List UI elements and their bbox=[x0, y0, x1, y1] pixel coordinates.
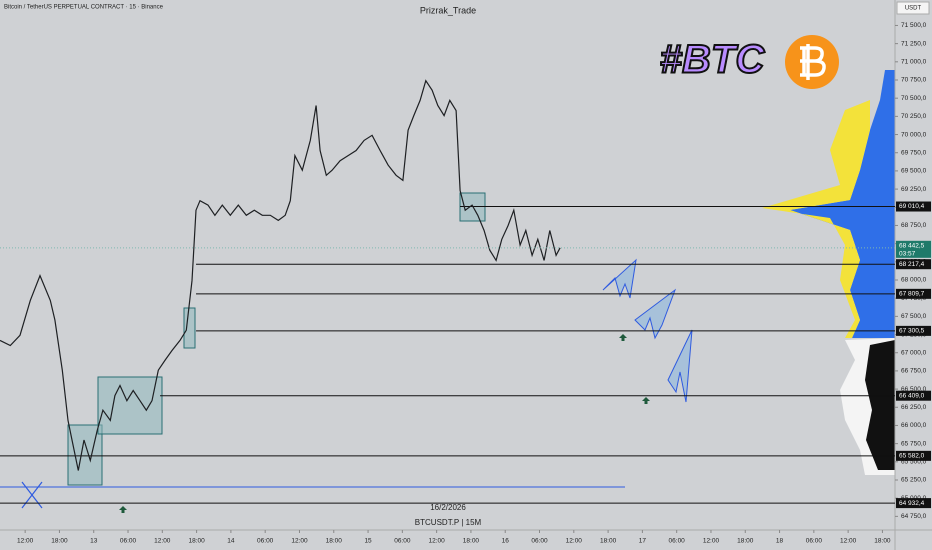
x-tick-label: 06:00 bbox=[669, 538, 686, 545]
level-label-box bbox=[896, 259, 931, 270]
y-tick-label: 71 000,0 bbox=[901, 59, 927, 66]
x-tick-label: 12:00 bbox=[566, 538, 583, 545]
cross-mark bbox=[21, 481, 43, 509]
level-label: 64 932,4 bbox=[899, 500, 925, 507]
x-tick-label: 18 bbox=[776, 538, 784, 545]
x-tick-label: 06:00 bbox=[394, 538, 411, 545]
y-tick-label: 71 500,0 bbox=[901, 22, 927, 29]
x-tick-label: 18:00 bbox=[874, 538, 891, 545]
last-price-label: 68 442,5 bbox=[899, 243, 925, 250]
y-tick-label: 70 250,0 bbox=[901, 113, 927, 120]
level-label: 67 809,7 bbox=[899, 291, 925, 298]
x-tick-label: 14 bbox=[227, 538, 235, 545]
volume-profile-yellow bbox=[762, 100, 870, 338]
y-tick-label: 70 000,0 bbox=[901, 131, 927, 138]
x-tick-label: 12:00 bbox=[154, 538, 171, 545]
x-tick-label: 06:00 bbox=[531, 538, 548, 545]
x-tick-label: 12:00 bbox=[840, 538, 857, 545]
x-tick-label: 17 bbox=[639, 538, 647, 545]
y-tick-label: 70 750,0 bbox=[901, 77, 927, 84]
bitcoin-symbol bbox=[800, 44, 826, 80]
y-tick-label: 66 750,0 bbox=[901, 368, 927, 375]
unit-box bbox=[896, 1, 930, 15]
unit-label: USDT bbox=[905, 6, 922, 12]
x-tick-label: 12:00 bbox=[17, 538, 34, 545]
y-tick-label: 65 500,0 bbox=[901, 459, 927, 466]
projection bbox=[602, 258, 637, 299]
y-tick-label: 68 000,0 bbox=[901, 277, 927, 284]
y-tick-label: 65 750,0 bbox=[901, 440, 927, 447]
volume-profile-blue bbox=[790, 70, 895, 338]
y-tick-label: 68 750,0 bbox=[901, 222, 927, 229]
level-label: 65 582,0 bbox=[899, 453, 925, 460]
chart-title: Prizrak_Trade bbox=[420, 5, 476, 15]
symbol-label: BTCUSDT.P | 15M bbox=[415, 518, 482, 527]
y-tick-label: 67 500,0 bbox=[901, 313, 927, 320]
x-tick-label: 13 bbox=[90, 538, 98, 545]
level-label: 67 300,5 bbox=[899, 328, 925, 335]
x-tick-label: 18:00 bbox=[737, 538, 754, 545]
zone-box bbox=[183, 307, 196, 349]
y-tick-label: 71 250,0 bbox=[901, 40, 927, 47]
x-tick-label: 18:00 bbox=[600, 538, 617, 545]
watermark-logo: #BTC bbox=[660, 38, 766, 82]
y-tick-label: 66 250,0 bbox=[901, 404, 927, 411]
level-label: 69 010,4 bbox=[899, 203, 925, 210]
projection bbox=[634, 288, 677, 340]
level-label-box bbox=[896, 288, 931, 299]
price-line bbox=[0, 79, 561, 471]
level-label-box bbox=[896, 201, 931, 212]
y-tick-label: 70 500,0 bbox=[901, 95, 927, 102]
y-tick-label: 65 250,0 bbox=[901, 477, 927, 484]
y-tick-label: 69 250,0 bbox=[901, 186, 927, 193]
y-tick-label: 69 750,0 bbox=[901, 149, 927, 156]
level-label-box bbox=[896, 390, 931, 401]
y-tick-label: 66 000,0 bbox=[901, 422, 927, 429]
zone-box bbox=[97, 376, 163, 435]
y-tick-label: 64 750,0 bbox=[901, 513, 927, 520]
symbol-header: Bitcoin / TetherUS PERPETUAL CONTRACT · … bbox=[4, 5, 164, 11]
x-tick-label: 16 bbox=[502, 538, 510, 545]
x-tick-label: 06:00 bbox=[257, 538, 274, 545]
x-tick-label: 15 bbox=[364, 538, 372, 545]
y-tick-label: 66 500,0 bbox=[901, 386, 927, 393]
x-tick-label: 18:00 bbox=[188, 538, 205, 545]
x-tick-label: 06:00 bbox=[806, 538, 823, 545]
x-tick-label: 12:00 bbox=[291, 538, 308, 545]
level-label: 66 409,0 bbox=[899, 392, 925, 399]
level-label: 68 217,4 bbox=[899, 261, 925, 268]
x-tick-label: 12:00 bbox=[429, 538, 446, 545]
volume-profile-black bbox=[865, 340, 895, 470]
y-tick-label: 69 500,0 bbox=[901, 168, 927, 175]
level-label-box bbox=[896, 325, 931, 336]
x-tick-label: 12:00 bbox=[703, 538, 720, 545]
projection bbox=[667, 329, 693, 403]
countdown-label: 03:57 bbox=[899, 251, 916, 258]
level-label-box bbox=[896, 450, 931, 461]
x-tick-label: 18:00 bbox=[326, 538, 343, 545]
x-tick-label: 18:00 bbox=[51, 538, 68, 545]
date-label: 16/2/2026 bbox=[430, 503, 466, 512]
x-tick-label: 06:00 bbox=[120, 538, 137, 545]
last-price-box bbox=[896, 240, 931, 258]
level-label-box bbox=[896, 498, 931, 509]
y-tick-label: 67 000,0 bbox=[901, 349, 927, 356]
x-tick-label: 18:00 bbox=[463, 538, 480, 545]
